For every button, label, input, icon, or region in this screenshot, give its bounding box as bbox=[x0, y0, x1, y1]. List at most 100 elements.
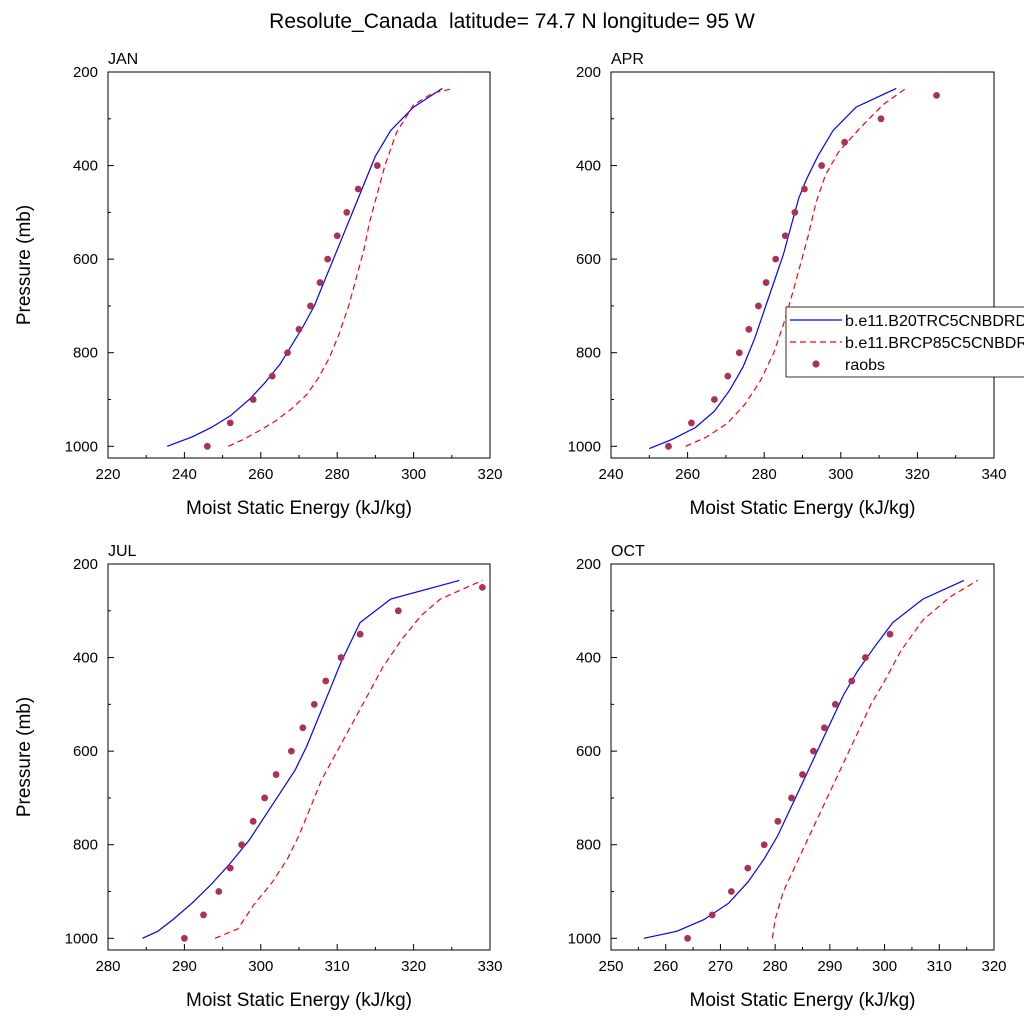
x-tick-label: 280 bbox=[95, 958, 120, 975]
raobs-point bbox=[862, 654, 869, 661]
y-tick-label: 200 bbox=[576, 556, 601, 573]
raobs-point bbox=[774, 817, 782, 825]
raobs-point bbox=[394, 607, 402, 615]
x-tick-label: 320 bbox=[905, 466, 930, 483]
raobs-point bbox=[226, 864, 234, 872]
raobs-point bbox=[708, 911, 716, 919]
series-line-brcp85 bbox=[214, 579, 483, 939]
x-tick-label: 300 bbox=[401, 466, 426, 483]
series-line-brcp85 bbox=[228, 87, 454, 447]
legend-marker bbox=[812, 360, 820, 368]
x-tick-label: 330 bbox=[477, 958, 502, 975]
y-tick-label: 800 bbox=[73, 345, 98, 362]
raobs-point bbox=[735, 349, 743, 357]
x-tick-label: 260 bbox=[675, 466, 700, 483]
panel-title: JAN bbox=[108, 51, 138, 68]
raobs-point bbox=[215, 888, 223, 895]
raobs-point bbox=[333, 232, 341, 240]
raobs-point bbox=[337, 654, 345, 661]
x-tick-label: 320 bbox=[981, 958, 1006, 975]
raobs-point bbox=[478, 583, 486, 591]
x-tick-label: 290 bbox=[172, 958, 197, 975]
raobs-point bbox=[373, 162, 381, 169]
x-axis-label: Moist Static Energy (kJ/kg) bbox=[690, 990, 916, 1011]
plot-frame bbox=[107, 563, 491, 951]
raobs-point bbox=[820, 724, 828, 732]
raobs-point bbox=[848, 677, 856, 685]
raobs-point bbox=[268, 372, 276, 380]
y-tick-label: 600 bbox=[73, 743, 98, 760]
raobs-point bbox=[322, 677, 330, 685]
panel-title: APR bbox=[611, 51, 644, 68]
panel-title: OCT bbox=[611, 543, 645, 560]
y-tick-label: 200 bbox=[576, 64, 601, 81]
raobs-point bbox=[249, 817, 257, 825]
raobs-point bbox=[933, 91, 940, 99]
chart-panel-jan: JAN 220 240 260 280 300 320 200 400 600 800 1000 Moi… bbox=[14, 51, 503, 519]
x-tick-label: 280 bbox=[752, 466, 777, 483]
x-axis-label: Moist Static Energy (kJ/kg) bbox=[186, 990, 412, 1011]
figure-title: Resolute_Canada latitude= 74.7 N longitu… bbox=[269, 10, 755, 33]
raobs-point bbox=[831, 700, 839, 708]
raobs-point bbox=[755, 302, 762, 310]
raobs-point bbox=[272, 771, 280, 778]
y-tick-label: 1000 bbox=[568, 930, 601, 947]
raobs-point bbox=[818, 162, 826, 169]
x-tick-label: 260 bbox=[653, 958, 678, 975]
series-line-brcp85 bbox=[685, 87, 907, 447]
legend-label: b.e11.BRCP85C5CNBDRD bbox=[845, 335, 1024, 352]
x-tick-label: 300 bbox=[248, 958, 273, 975]
raobs-point bbox=[261, 794, 269, 802]
raobs-point bbox=[316, 279, 324, 286]
x-tick-label: 310 bbox=[325, 958, 350, 975]
raobs-point bbox=[226, 419, 234, 427]
series-line-b20trc bbox=[142, 579, 460, 939]
plot-frame bbox=[107, 71, 491, 459]
y-tick-label: 1000 bbox=[65, 930, 98, 947]
x-tick-label: 300 bbox=[872, 958, 897, 975]
y-tick-label: 600 bbox=[576, 743, 601, 760]
raobs-point bbox=[249, 396, 257, 403]
y-axis-label: Pressure (mb) bbox=[14, 205, 35, 325]
raobs-point bbox=[324, 255, 332, 263]
y-tick-label: 1000 bbox=[568, 438, 601, 455]
raobs-point bbox=[799, 771, 806, 778]
y-tick-label: 800 bbox=[576, 345, 601, 362]
x-tick-label: 280 bbox=[763, 958, 788, 975]
y-tick-label: 400 bbox=[576, 158, 601, 175]
raobs-point bbox=[310, 700, 318, 708]
raobs-point bbox=[284, 349, 291, 357]
x-tick-label: 240 bbox=[598, 466, 623, 483]
raobs-point bbox=[772, 255, 780, 263]
raobs-point bbox=[781, 232, 789, 240]
series-line-b20trc bbox=[649, 87, 897, 450]
y-tick-label: 600 bbox=[73, 251, 98, 268]
raobs-point bbox=[287, 747, 295, 755]
raobs-point bbox=[343, 208, 351, 216]
raobs-point bbox=[788, 794, 795, 802]
x-tick-label: 310 bbox=[927, 958, 952, 975]
x-axis-label: Moist Static Energy (kJ/kg) bbox=[690, 498, 916, 519]
x-tick-label: 340 bbox=[981, 466, 1006, 483]
y-tick-label: 200 bbox=[73, 556, 98, 573]
x-tick-label: 240 bbox=[172, 466, 197, 483]
raobs-point bbox=[744, 864, 752, 872]
y-tick-label: 1000 bbox=[65, 438, 98, 455]
y-tick-label: 200 bbox=[73, 64, 98, 81]
series-line-b20trc bbox=[166, 87, 443, 447]
raobs-point bbox=[295, 325, 303, 333]
plot-frame bbox=[610, 563, 995, 951]
x-axis-label: Moist Static Energy (kJ/kg) bbox=[186, 498, 412, 519]
raobs-point bbox=[724, 372, 732, 380]
x-tick-label: 220 bbox=[95, 466, 120, 483]
raobs-point bbox=[727, 888, 735, 895]
y-tick-label: 400 bbox=[73, 158, 98, 175]
x-tick-label: 290 bbox=[817, 958, 842, 975]
raobs-point bbox=[841, 138, 849, 146]
series-line-b20trc bbox=[643, 579, 965, 939]
chart-panel-apr: APR 240 260 280 300 320 340 200 400 600 800 1000 Moi… bbox=[568, 51, 1007, 519]
series-line-brcp85 bbox=[771, 579, 978, 939]
x-tick-label: 300 bbox=[828, 466, 853, 483]
raobs-point bbox=[877, 115, 885, 123]
raobs-point bbox=[791, 208, 799, 216]
